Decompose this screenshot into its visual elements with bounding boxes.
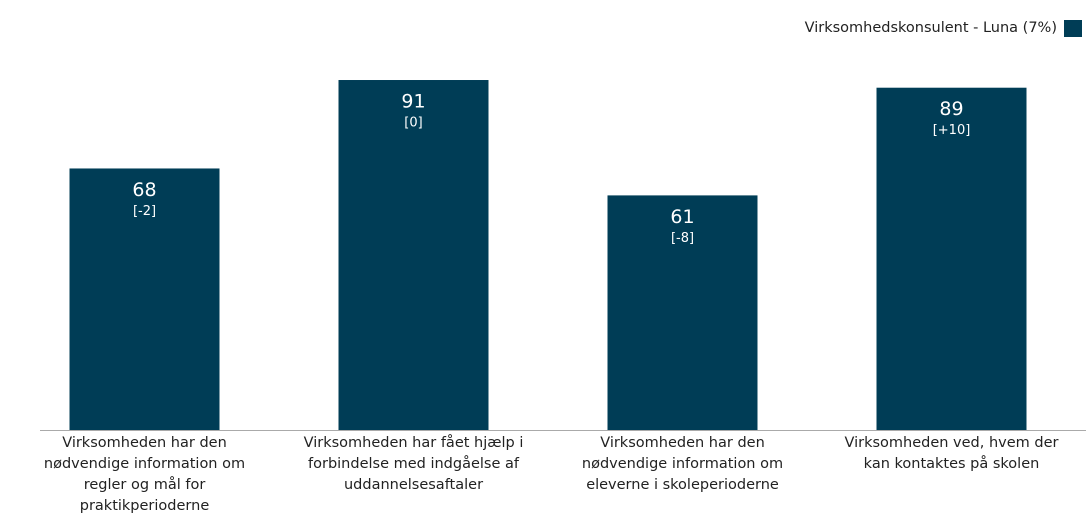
change-label: [-2]: [133, 204, 156, 219]
legend-swatch: [1064, 20, 1082, 37]
value-label: 68: [132, 179, 156, 201]
legend-label: Virksomhedskonsulent - Luna (7%): [805, 20, 1057, 36]
x-tick-label: Virksomheden har den nødvendige informat…: [43, 435, 246, 514]
bar: [69, 168, 220, 431]
x-tick-label: Virksomheden ved, hvem der kan kontaktes…: [844, 435, 1059, 472]
value-label: 61: [670, 206, 694, 228]
change-label: [+10]: [933, 123, 971, 138]
value-label: 89: [939, 98, 963, 120]
bar: [607, 195, 758, 430]
x-tick-label: Virksomheden har den nødvendige informat…: [581, 435, 784, 493]
change-label: [0]: [404, 116, 422, 131]
x-tick-label: Virksomheden har fået hjælp i forbindels…: [303, 435, 524, 493]
change-label: [-8]: [671, 231, 694, 246]
bar: [876, 87, 1027, 431]
value-label: 91: [401, 91, 425, 113]
bar: [338, 80, 489, 430]
